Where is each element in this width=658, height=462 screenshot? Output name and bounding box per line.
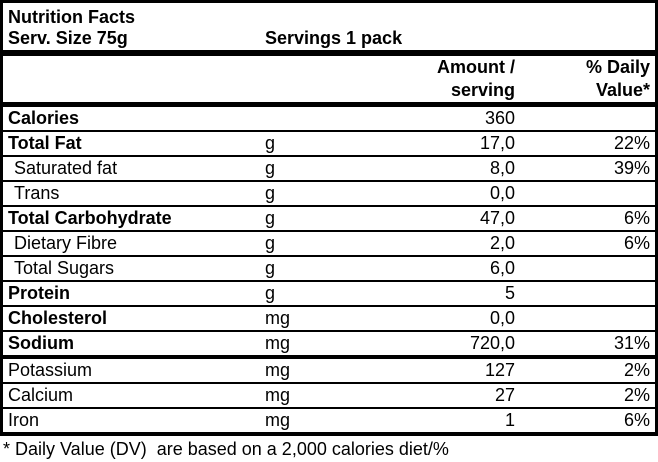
nutrient-dv: 39% [613, 158, 650, 178]
nutrient-amount: 1 [504, 410, 515, 430]
nutrient-dv: 2% [623, 360, 650, 380]
nutrient-unit: g [265, 208, 276, 228]
daily-value-footnote: * Daily Value (DV) are based on a 2,000 … [3, 439, 449, 459]
row-protein: Protein g 5 [3, 282, 655, 307]
nutrient-unit: mg [265, 308, 291, 328]
amount-column-header: Amount / serving [347, 56, 515, 103]
row-calories: Calories 360 [3, 107, 655, 132]
nutrient-amount: 0,0 [489, 183, 515, 203]
nutrient-unit: mg [265, 360, 291, 380]
nutrient-dv: 31% [613, 333, 650, 353]
nutrient-name: Total Carbohydrate [8, 208, 172, 228]
amount-header-line1: Amount / [437, 57, 515, 77]
dv-header-line1: % Daily [585, 57, 650, 77]
nutrient-name: Total Fat [8, 133, 82, 153]
nutrient-unit: g [265, 183, 276, 203]
nutrient-name: Trans [14, 183, 60, 203]
nutrient-amount: 6,0 [489, 258, 515, 278]
nutrient-amount: 5 [504, 283, 515, 303]
nutrient-amount: 8,0 [489, 158, 515, 178]
row-potassium: Potassium mg 127 2% [3, 359, 655, 384]
nutrition-table: Nutrition Facts Serv. Size 75g Servings … [0, 0, 658, 436]
nutrient-dv: 2% [623, 385, 650, 405]
nutrient-unit: g [265, 233, 276, 253]
nutrient-name: Calcium [8, 385, 74, 405]
dv-header-line2: Value* [595, 80, 650, 100]
nutrient-unit: g [265, 158, 276, 178]
serving-size-text: Serv. Size 75g [8, 28, 128, 48]
nutrient-name: Total Sugars [14, 258, 115, 278]
nutrient-amount: 720,0 [469, 333, 515, 353]
nutrient-unit: g [265, 133, 276, 153]
nutrient-amount: 0,0 [489, 308, 515, 328]
row-dietary-fibre: Dietary Fibre g 2,0 6% [3, 232, 655, 257]
amount-header-line2: serving [450, 80, 515, 100]
nutrient-unit: g [265, 283, 276, 303]
row-sodium: Sodium mg 720,0 31% [3, 332, 655, 359]
servings-text: Servings 1 pack [265, 28, 403, 48]
title-row: Nutrition Facts [3, 3, 655, 27]
row-calcium: Calcium mg 27 2% [3, 384, 655, 409]
nutrient-unit: mg [265, 410, 291, 430]
daily-value-column-header: % Daily Value* [515, 56, 655, 103]
column-header-row: Amount / serving % Daily Value* [3, 56, 655, 107]
nutrient-unit: g [265, 258, 276, 278]
page-title: Nutrition Facts [8, 7, 136, 27]
row-total-carbohydrate: Total Carbohydrate g 47,0 6% [3, 207, 655, 232]
nutrient-name: Potassium [8, 360, 93, 380]
nutrient-name: Cholesterol [8, 308, 108, 328]
nutrient-amount: 27 [494, 385, 515, 405]
row-total-sugars: Total Sugars g 6,0 [3, 257, 655, 282]
nutrient-name: Saturated fat [14, 158, 118, 178]
nutrient-name: Protein [8, 283, 71, 303]
nutrient-dv: 6% [623, 233, 650, 253]
nutrient-unit: mg [265, 385, 291, 405]
nutrient-name: Sodium [8, 333, 74, 353]
row-iron: Iron mg 1 6% [3, 409, 655, 432]
nutrient-name: Dietary Fibre [14, 233, 118, 253]
nutrient-unit: mg [265, 333, 291, 353]
nutrient-amount: 17,0 [479, 133, 515, 153]
nutrient-dv: 22% [613, 133, 650, 153]
row-trans-fat: Trans g 0,0 [3, 182, 655, 207]
nutrient-amount: 2,0 [489, 233, 515, 253]
nutrient-amount: 47,0 [479, 208, 515, 228]
row-cholesterol: Cholesterol mg 0,0 [3, 307, 655, 332]
row-saturated-fat: Saturated fat g 8,0 39% [3, 157, 655, 182]
serving-info-row: Serv. Size 75g Servings 1 pack [3, 27, 655, 56]
nutrient-dv: 6% [623, 208, 650, 228]
nutrient-name: Calories [8, 108, 80, 128]
nutrient-amount: 127 [484, 360, 515, 380]
row-total-fat: Total Fat g 17,0 22% [3, 132, 655, 157]
nutrient-dv: 6% [623, 410, 650, 430]
nutrient-amount: 360 [484, 108, 515, 128]
nutrient-name: Iron [8, 410, 40, 430]
